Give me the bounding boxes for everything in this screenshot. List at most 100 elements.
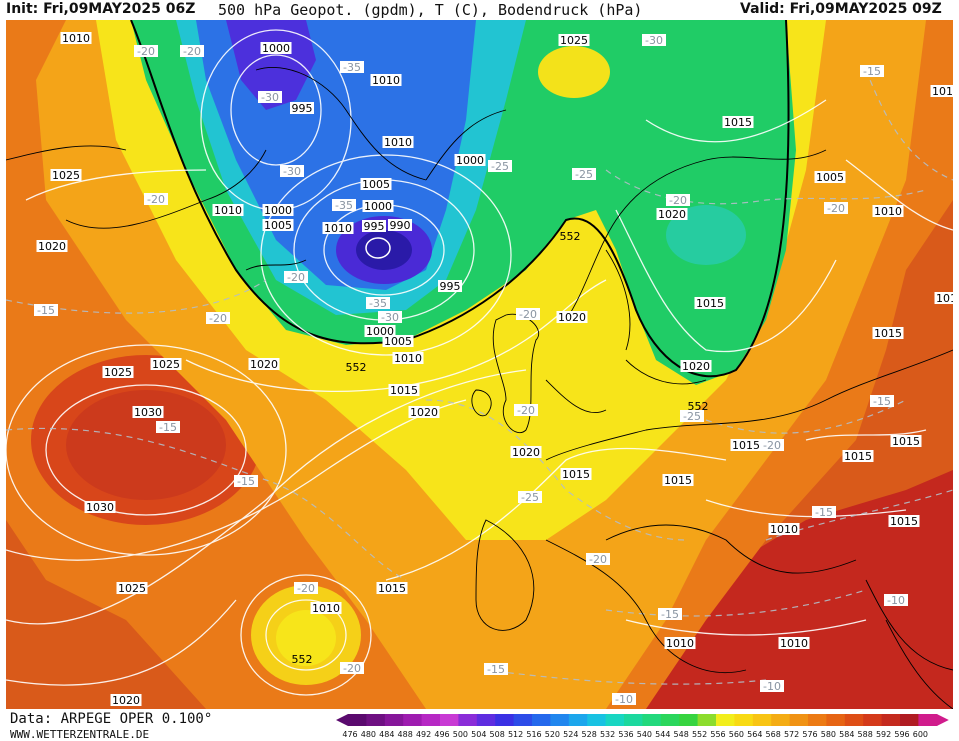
svg-text:-25: -25 [521,491,539,504]
pressure-label: 1015 [388,384,420,397]
temperature-label: -15 [484,663,508,676]
colorbar-swatch [476,714,496,726]
svg-text:-20: -20 [137,45,155,58]
svg-text:1010: 1010 [312,602,340,615]
pressure-label: 1015 [888,515,920,528]
colorbar-tick-label: 504 [471,730,486,739]
colorbar-swatch [808,714,827,726]
colorbar-swatch [384,714,404,726]
pressure-label: 995 [438,280,462,293]
pressure-label: 1010 [664,637,696,650]
temperature-label: -15 [870,395,894,408]
pressure-label: 1030 [84,501,116,514]
colorbar-max-arrow [936,714,949,726]
svg-text:1010: 1010 [932,85,953,98]
temperature-label: -20 [340,662,364,675]
temperature-label: -15 [812,506,836,519]
temperature-label: -20 [134,45,158,58]
pressure-label: 1010 [392,352,424,365]
pressure-label: 1005 [360,178,392,191]
svg-text:-20: -20 [669,194,687,207]
colorbar-swatch [568,714,588,726]
colorbar-tick-label: 592 [876,730,891,739]
geopotential-label: 552 [560,230,581,243]
svg-text:-15: -15 [237,475,255,488]
svg-text:-20: -20 [287,271,305,284]
svg-text:1025: 1025 [560,34,588,47]
svg-text:552: 552 [292,653,313,666]
colorbar-tick-label: 540 [637,730,652,739]
pressure-label: 1010 [768,523,800,536]
temperature-label: -20 [206,312,230,325]
svg-text:-20: -20 [517,404,535,417]
svg-text:-20: -20 [147,193,165,206]
svg-text:1020: 1020 [410,406,438,419]
pressure-label: 1015 [694,297,726,310]
temperature-label: -35 [332,199,356,212]
svg-text:1015: 1015 [890,515,918,528]
colorbar-swatch [458,714,478,726]
svg-text:-20: -20 [519,308,537,321]
colorbar-swatch [513,714,533,726]
colorbar-swatch [844,714,864,726]
svg-text:-20: -20 [589,553,607,566]
valid-time: Valid: Fri,09MAY2025 09Z [740,1,942,17]
svg-text:-15: -15 [661,608,679,621]
yellow-spot [538,46,610,98]
temperature-labels: -20 -20-35-30-30-30-35-25-25-20 -20-20-20-… [34,34,908,706]
svg-text:-15: -15 [873,395,891,408]
svg-text:1010: 1010 [666,637,694,650]
svg-text:1005: 1005 [362,178,390,191]
temperature-label: -20 [284,271,308,284]
svg-text:1030: 1030 [134,406,162,419]
svg-text:-35: -35 [335,199,353,212]
svg-text:-20: -20 [827,202,845,215]
temperature-label: -20 [180,45,204,58]
svg-text:-15: -15 [159,421,177,434]
colorbar-swatch [642,714,662,726]
colorbar-swatch [771,714,791,726]
pressure-label: 1015 [662,474,694,487]
temperature-label: -20 [760,439,784,452]
svg-text:1020: 1020 [682,360,710,373]
svg-text:1020: 1020 [38,240,66,253]
svg-text:1025: 1025 [104,366,132,379]
svg-text:1005: 1005 [384,335,412,348]
temperature-label: -15 [234,475,258,488]
pressure-label: 1020 [656,208,688,221]
pressure-label: 1000 [362,200,394,213]
pressure-label: 1000 [364,325,396,338]
colorbar-tick-label: 532 [600,730,615,739]
pressure-label: 1020 [556,311,588,324]
colorbar-tick-label: 560 [729,730,744,739]
temperature-label: -20 [516,308,540,321]
pressure-label: 1005 [382,335,414,348]
svg-text:1020: 1020 [658,208,686,221]
svg-text:-20: -20 [183,45,201,58]
pressure-label: 1015 [872,327,904,340]
svg-text:1010: 1010 [770,523,798,536]
colorbar-swatch [495,714,515,726]
colorbar-tick-label: 552 [692,730,707,739]
red-zone [626,470,953,709]
svg-text:-20: -20 [763,439,781,452]
svg-text:1015: 1015 [390,384,418,397]
svg-text:1020: 1020 [558,311,586,324]
svg-text:-15: -15 [487,663,505,676]
map-title: 500 hPa Geopot. (gpdm), T (C), Bodendruc… [218,1,643,19]
pressure-labels: 1010100010109951010100010051000100010051… [36,32,953,707]
colorbar-swatch [403,714,423,726]
svg-text:1015: 1015 [874,327,902,340]
svg-text:1010: 1010 [384,136,412,149]
temperature-label: -10 [884,594,908,607]
colorbar: 476 480 484 488 492 496 500 504 508 512 516 520 524 5… [336,714,949,739]
init-time: Init: Fri,09MAY2025 06Z [6,1,196,17]
temperature-label: -15 [34,304,58,317]
svg-text:1000: 1000 [366,325,394,338]
pressure-label: 995 [362,220,386,233]
temperature-label: -30 [378,311,402,324]
colorbar-swatch [826,714,846,726]
pressure-label: 1015 [842,450,874,463]
colorbar-tick-label: 588 [858,730,873,739]
svg-text:1030: 1030 [86,501,114,514]
